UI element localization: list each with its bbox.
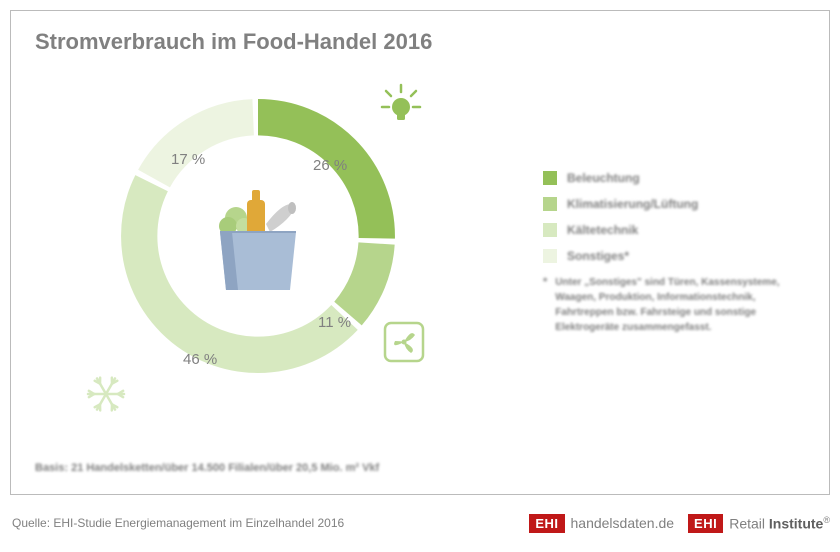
legend-swatch bbox=[543, 171, 557, 185]
page: Stromverbrauch im Food-Handel 2016 26 % 1… bbox=[0, 0, 840, 552]
slice-label-sonstiges: 17 % bbox=[171, 151, 205, 168]
slice-label-beleuchtung: 26 % bbox=[313, 157, 347, 174]
ehi-badge: EHI bbox=[529, 514, 564, 533]
footer: Quelle: EHI-Studie Energiemanagement im … bbox=[10, 503, 830, 543]
donut-chart: 26 % 11 % 46 % 17 % bbox=[43, 61, 463, 441]
legend-label: Beleuchtung bbox=[567, 171, 640, 185]
legend-label: Klimatisierung/Lüftung bbox=[567, 197, 698, 211]
snowflake-icon bbox=[83, 371, 129, 417]
basis-text: Basis: 21 Handelsketten/über 14.500 Fili… bbox=[35, 462, 379, 474]
ehi-badge: EHI bbox=[688, 514, 723, 533]
slice-label-kaeltetechnik: 46 % bbox=[183, 351, 217, 368]
brand-text-1: handelsdaten.de bbox=[571, 515, 675, 531]
legend-item: Beleuchtung bbox=[543, 171, 833, 185]
legend-label: Kältetechnik bbox=[567, 223, 638, 237]
brand-text-2: Retail Institute® bbox=[729, 515, 830, 532]
brand-handelsdaten: EHI handelsdaten.de bbox=[529, 514, 674, 533]
legend-swatch bbox=[543, 249, 557, 263]
footnote-bullet: * bbox=[543, 275, 547, 335]
chart-title: Stromverbrauch im Food-Handel 2016 bbox=[35, 29, 807, 55]
chart-frame: Stromverbrauch im Food-Handel 2016 26 % 1… bbox=[10, 10, 830, 495]
legend-item: Kältetechnik bbox=[543, 223, 833, 237]
legend-item: Sonstiges* bbox=[543, 249, 833, 263]
legend-footnote: * Unter „Sonstiges" sind Türen, Kassen­s… bbox=[543, 275, 813, 335]
slice-label-klimatisierung: 11 % bbox=[318, 314, 351, 331]
source-text: Quelle: EHI-Studie Energiemanagement im … bbox=[12, 516, 344, 530]
legend-swatch bbox=[543, 223, 557, 237]
legend: Beleuchtung Klimatisierung/Lüftung Kältete… bbox=[543, 171, 833, 335]
legend-label: Sonstiges* bbox=[567, 249, 629, 263]
grocery-bag-icon bbox=[208, 176, 308, 296]
brands: EHI handelsdaten.de EHI Retail Institute… bbox=[529, 514, 830, 533]
legend-swatch bbox=[543, 197, 557, 211]
footnote-text: Unter „Sonstiges" sind Türen, Kassen­sys… bbox=[555, 275, 813, 335]
legend-item: Klimatisierung/Lüftung bbox=[543, 197, 833, 211]
lightbulb-icon bbox=[378, 81, 424, 127]
brand-retail-institute: EHI Retail Institute® bbox=[688, 514, 830, 533]
fan-icon bbox=[381, 319, 427, 365]
chart-row: 26 % 11 % 46 % 17 % bbox=[33, 61, 807, 441]
